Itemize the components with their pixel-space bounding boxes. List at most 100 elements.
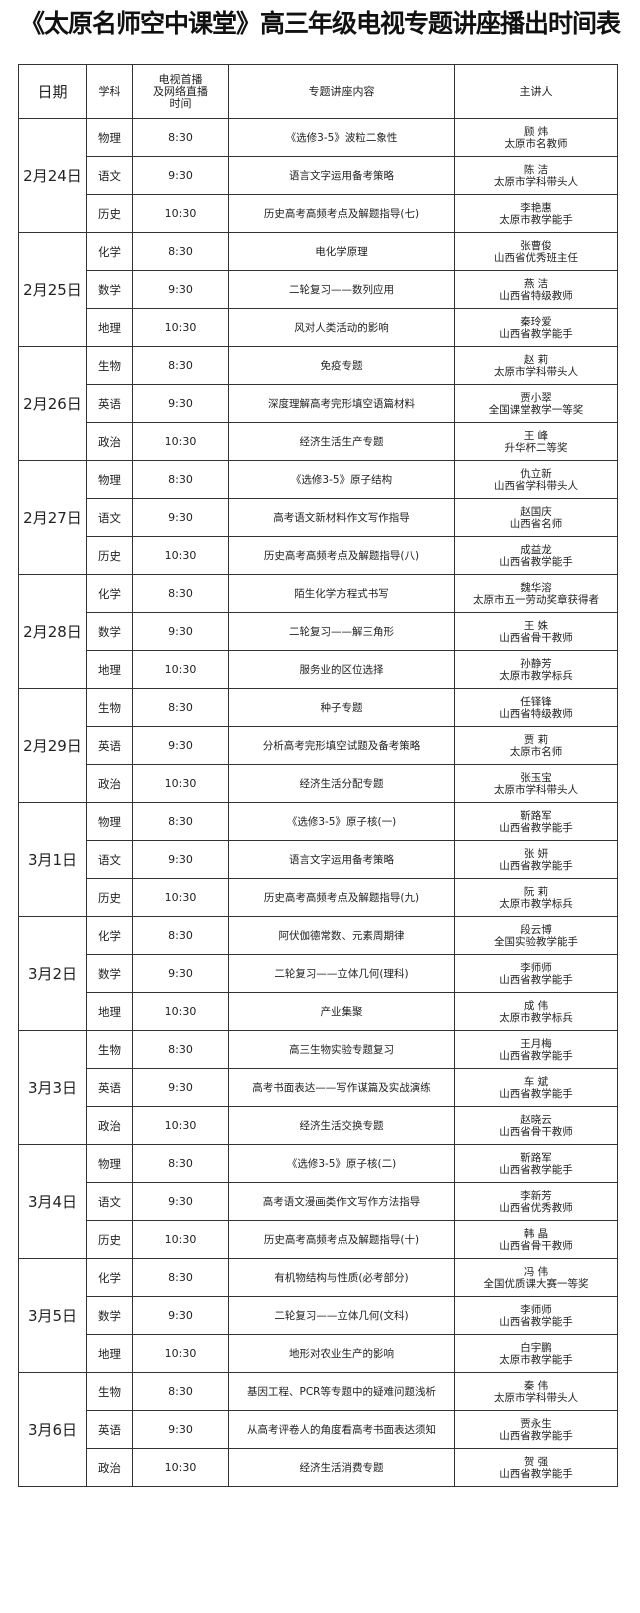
content-cell: 从高考评卷人的角度看高考书面表达须知 — [228, 1410, 455, 1449]
presenter-cell: 李师师 山西省教学能手 — [454, 1296, 618, 1335]
time-cell: 9:30 — [132, 498, 229, 537]
presenter-honor: 太原市名教师 — [504, 137, 568, 150]
date-cell: 3月5日 — [18, 1258, 87, 1373]
content-cell: 二轮复习——数列应用 — [228, 270, 455, 309]
presenter-name: 段云博 — [520, 923, 552, 936]
content-cell: 深度理解高考完形填空语篇材料 — [228, 384, 455, 423]
table-row: 3月6日 生物 8:30 基因工程、PCR等专题中的疑难问题浅析秦 伟太原市学科带头人 — [18, 1372, 618, 1487]
subject-cell: 英语 — [86, 1410, 133, 1449]
time-cell: 8:30 — [132, 460, 229, 499]
header-date: 日期 — [18, 64, 87, 119]
table-row: 2月25日 化学 8:30 电化学原理 张曹俊 山西省优秀班主任 — [18, 232, 618, 347]
table-row: 政治 10:30 经济生活分配专题 张玉宝 太原市学科带头人 — [19, 764, 618, 803]
subject-cell: 地理 — [86, 650, 133, 689]
presenter-cell: 成益龙 山西省教学能手 — [454, 536, 618, 575]
presenter-cell: 王 姝山西省骨干教师 — [454, 612, 618, 651]
presenter-cell: 李艳惠 太原市教学能手 — [454, 194, 618, 233]
table-row: 历史 10:30 历史高考高频考点及解题指导(九) 阮 莉太原市教学标兵 — [19, 878, 618, 917]
presenter-name: 陈 洁 — [523, 163, 549, 176]
presenter-name: 贺 强 — [523, 1455, 549, 1468]
presenter-honor: 全国实验教学能手 — [494, 935, 578, 948]
time-cell: 9:30 — [132, 384, 229, 423]
subject-cell: 英语 — [86, 384, 133, 423]
date-cell: 3月4日 — [18, 1144, 87, 1259]
subject-cell: 物理 — [86, 118, 133, 157]
schedule-table: 日期 学科 电视首播 及网络直播 时间 专题讲座内容 主讲人 2月24日 物理 8:… — [18, 64, 618, 1487]
presenter-name: 靳路军 — [520, 1151, 552, 1164]
presenter-honor: 山西省教学能手 — [499, 821, 573, 834]
date-cell: 2月27日 — [18, 460, 87, 575]
presenter-honor: 山西省教学能手 — [499, 1467, 573, 1480]
table-row: 3月2日 化学 8:30 阿伏伽德常数、元素周期律 段云博 全国实验教学能手 — [18, 916, 618, 1031]
content-cell: 二轮复习——解三角形 — [228, 612, 455, 651]
table-row: 地理 10:30 服务业的区位选择 孙静芳 太原市教学标兵 — [19, 650, 618, 689]
table-row: 3月4日 物理 8:30 《选修3-5》原子核(二) 靳路军 山西省教学能手 — [18, 1144, 618, 1259]
header-subject: 学科 — [86, 64, 133, 119]
content-cell: 二轮复习——立体几何(文科) — [228, 1296, 455, 1335]
presenter-cell: 顾 炜太原市名教师 — [454, 118, 618, 157]
subject-cell: 英语 — [86, 1068, 133, 1107]
subject-cell: 政治 — [86, 1448, 133, 1487]
presenter-honor: 山西省学科带头人 — [494, 479, 578, 492]
content-cell: 《选修3-5》原子核(一) — [228, 802, 455, 841]
presenter-name: 秦 伟 — [523, 1379, 549, 1392]
time-cell: 9:30 — [132, 954, 229, 993]
date-cell: 3月6日 — [18, 1372, 87, 1487]
presenter-name: 赵国庆 — [520, 505, 552, 518]
presenter-name: 赵晓云 — [520, 1113, 552, 1126]
presenter-honor: 太原市学科带头人 — [494, 783, 578, 796]
table-row: 3月1日 物理 8:30 《选修3-5》原子核(一) 靳路军 山西省教学能手 — [18, 802, 618, 917]
presenter-cell: 韩 晶山西省骨干教师 — [454, 1220, 618, 1259]
presenter-honor: 太原市教学能手 — [499, 1353, 573, 1366]
table-row: 语文 9:30 高考语文新材料作文写作指导 赵国庆 山西省名师 — [19, 498, 618, 537]
date-cell: 2月25日 — [18, 232, 87, 347]
presenter-cell: 孙静芳 太原市教学标兵 — [454, 650, 618, 689]
presenter-name: 贾 莉 — [523, 733, 549, 746]
presenter-name: 任铎锋 — [520, 695, 552, 708]
content-cell: 经济生活交换专题 — [228, 1106, 455, 1145]
subject-cell: 政治 — [86, 764, 133, 803]
content-cell: 历史高考高频考点及解题指导(九) — [228, 878, 455, 917]
time-cell: 8:30 — [132, 232, 229, 271]
subject-cell: 地理 — [86, 308, 133, 347]
presenter-name: 顾 炜 — [523, 125, 549, 138]
content-cell: 阿伏伽德常数、元素周期律 — [228, 916, 455, 955]
presenter-name: 魏华溶 — [520, 581, 552, 594]
subject-cell: 化学 — [86, 916, 133, 955]
time-cell: 10:30 — [132, 194, 229, 233]
presenter-honor: 山西省教学能手 — [499, 1315, 573, 1328]
presenter-honor: 山西省特级教师 — [499, 707, 573, 720]
time-cell: 9:30 — [132, 1182, 229, 1221]
time-cell: 9:30 — [132, 1296, 229, 1335]
presenter-cell: 段云博 全国实验教学能手 — [454, 916, 618, 955]
presenter-honor: 太原市五一劳动奖章获得者 — [473, 593, 599, 606]
time-cell: 9:30 — [132, 1410, 229, 1449]
subject-cell: 物理 — [86, 1144, 133, 1183]
presenter-name: 车 斌 — [523, 1075, 549, 1088]
presenter-cell: 赵晓云 山西省骨干教师 — [454, 1106, 618, 1145]
table-row: 数学 9:30 二轮复习——立体几何(文科) 李师师 山西省教学能手 — [19, 1296, 618, 1335]
presenter-cell: 赵 莉太原市学科带头人 — [454, 346, 618, 385]
presenter-cell: 魏华溶 太原市五一劳动奖章获得者 — [454, 574, 618, 613]
time-cell: 10:30 — [132, 1106, 229, 1145]
time-cell: 8:30 — [132, 574, 229, 613]
presenter-honor: 太原市教学标兵 — [499, 1011, 573, 1024]
presenter-cell: 李师师 山西省教学能手 — [454, 954, 618, 993]
presenter-name: 王 姝 — [523, 619, 549, 632]
presenter-name: 贾小翠 — [520, 391, 552, 404]
time-cell: 10:30 — [132, 650, 229, 689]
presenter-cell: 贺 强山西省教学能手 — [454, 1448, 618, 1487]
content-cell: 《选修3-5》波粒二象性 — [228, 118, 455, 157]
time-cell: 10:30 — [132, 422, 229, 461]
date-cell: 2月29日 — [18, 688, 87, 803]
table-row: 英语 9:30 分析高考完形填空试题及备考策略贾 莉太原市名师 — [19, 726, 618, 765]
subject-cell: 历史 — [86, 536, 133, 575]
time-cell: 8:30 — [132, 802, 229, 841]
time-cell: 9:30 — [132, 156, 229, 195]
presenter-honor: 全国优质课大赛一等奖 — [483, 1277, 589, 1290]
content-cell: 产业集聚 — [228, 992, 455, 1031]
content-cell: 经济生活消费专题 — [228, 1448, 455, 1487]
content-cell: 免疫专题 — [228, 346, 455, 385]
time-cell: 9:30 — [132, 726, 229, 765]
content-cell: 电化学原理 — [228, 232, 455, 271]
